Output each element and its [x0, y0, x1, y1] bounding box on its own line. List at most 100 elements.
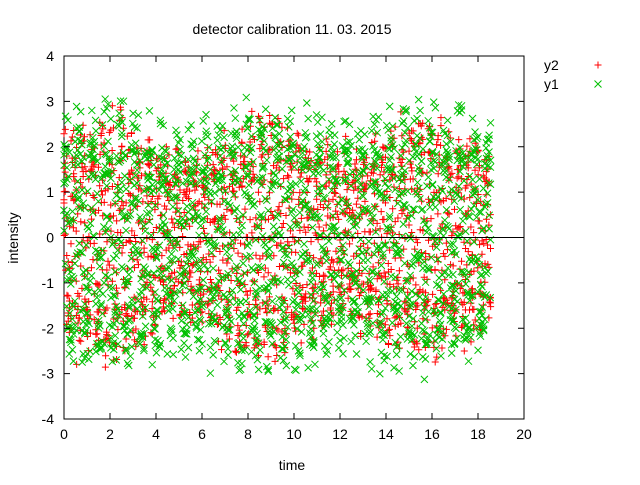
point-y2 [467, 223, 475, 231]
point-y1 [213, 301, 222, 309]
point-y1 [452, 146, 460, 155]
point-y1 [315, 144, 324, 153]
point-y1 [392, 249, 401, 258]
point-y2 [112, 284, 120, 292]
point-y2 [147, 198, 155, 206]
point-y1 [471, 154, 480, 162]
point-y1 [284, 154, 293, 163]
point-y1 [256, 346, 264, 354]
point-y2 [316, 201, 324, 209]
point-y2 [273, 281, 281, 289]
point-y2 [104, 257, 112, 265]
point-y1 [372, 177, 380, 186]
point-y2 [442, 194, 450, 202]
point-y1 [145, 107, 154, 115]
point-y1 [330, 140, 339, 149]
point-y2 [194, 243, 202, 251]
point-y1 [483, 198, 492, 207]
point-y1 [249, 157, 257, 166]
point-y2 [109, 212, 117, 220]
point-y1 [296, 351, 304, 360]
point-y2 [322, 182, 330, 190]
point-y2 [386, 246, 394, 254]
point-y1 [254, 339, 263, 347]
point-y2 [234, 322, 242, 330]
point-y1 [337, 313, 346, 321]
point-y2 [384, 260, 392, 268]
point-y1 [276, 277, 285, 286]
point-y1 [203, 171, 212, 180]
point-y1 [247, 144, 256, 153]
point-y2 [105, 261, 113, 269]
point-y2 [460, 347, 468, 355]
point-y1 [389, 240, 398, 249]
point-y2 [63, 251, 71, 259]
point-y1 [118, 178, 126, 187]
point-y1 [399, 220, 408, 228]
point-y2 [343, 205, 351, 213]
point-y2 [110, 315, 118, 323]
point-y1 [193, 212, 202, 221]
point-y1 [105, 283, 114, 292]
point-y1 [292, 305, 300, 314]
point-y2 [477, 198, 485, 206]
point-y1 [475, 261, 484, 269]
point-y2 [96, 182, 104, 190]
point-y2 [212, 146, 220, 154]
point-y1 [239, 150, 248, 158]
point-y1 [165, 190, 173, 198]
point-y1 [123, 330, 132, 338]
point-y1 [486, 293, 495, 302]
point-y1 [305, 207, 314, 216]
point-y2 [184, 195, 192, 203]
point-y1 [352, 221, 361, 229]
point-y1 [470, 237, 478, 246]
point-y1 [316, 146, 325, 155]
point-y1 [218, 143, 227, 152]
point-y1 [377, 326, 386, 335]
point-y2 [480, 239, 488, 247]
point-y1 [160, 155, 169, 163]
point-y2 [315, 223, 323, 231]
point-y1 [86, 219, 95, 228]
point-y1 [229, 170, 238, 179]
point-y1 [169, 350, 178, 359]
point-y1 [177, 158, 186, 167]
point-y1 [242, 93, 251, 102]
point-y1 [167, 327, 176, 336]
point-y1 [224, 326, 232, 334]
point-y2 [356, 259, 364, 267]
point-y1 [240, 269, 249, 277]
point-y1 [293, 284, 302, 293]
point-y1 [403, 276, 412, 285]
point-y1 [185, 215, 194, 224]
point-y1 [373, 269, 382, 278]
point-y1 [199, 276, 208, 285]
point-y2 [133, 256, 141, 264]
point-y2 [371, 137, 379, 145]
point-y1 [167, 276, 176, 285]
point-y2 [293, 129, 301, 137]
point-y1 [71, 259, 79, 268]
point-y1 [90, 170, 99, 179]
point-y1 [258, 173, 267, 182]
point-y1 [373, 128, 382, 137]
point-y2 [176, 243, 184, 251]
point-y1 [437, 184, 445, 193]
point-y2 [72, 227, 80, 235]
point-y1 [137, 287, 145, 296]
point-y1 [202, 232, 210, 241]
point-y1 [420, 375, 429, 384]
point-y1 [464, 288, 473, 297]
point-y1 [149, 269, 158, 278]
point-y2 [260, 273, 268, 281]
point-y1 [268, 297, 277, 306]
point-y1 [153, 245, 162, 254]
point-y1 [264, 206, 273, 215]
point-y2 [197, 309, 205, 317]
point-y1 [312, 111, 321, 119]
point-y1 [333, 319, 342, 328]
point-y1 [250, 199, 259, 208]
point-y2 [318, 259, 326, 267]
point-y2 [381, 273, 389, 281]
